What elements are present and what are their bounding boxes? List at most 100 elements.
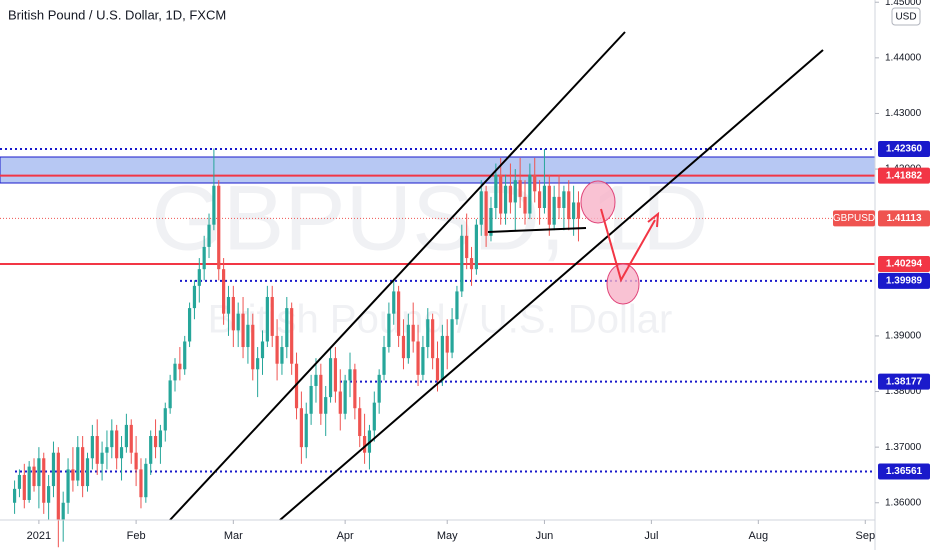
candle-body	[542, 185, 547, 208]
candle-body	[246, 324, 250, 348]
candle-body	[460, 235, 464, 292]
candle-body	[328, 358, 333, 398]
y-tick-label: 1.38000	[885, 386, 922, 397]
currency-box	[891, 7, 921, 26]
y-tick-label: 1.45000	[885, 0, 922, 8]
levels	[0, 148, 875, 473]
candle-body	[153, 436, 158, 448]
candle-body	[222, 269, 226, 314]
y-tick-label: 1.37000	[885, 442, 922, 453]
trend-line	[169, 31, 626, 521]
candle-body	[119, 447, 124, 459]
level-label: 1.36561	[886, 466, 923, 477]
candle-body	[236, 313, 240, 331]
candle-body	[513, 180, 517, 203]
support-line	[487, 227, 587, 233]
candle-body	[241, 313, 245, 348]
candle-body	[285, 308, 289, 348]
candle-body	[426, 319, 430, 348]
candle-body	[440, 335, 444, 381]
level-label-box	[878, 463, 930, 480]
candle-body	[416, 341, 420, 375]
candle-body	[528, 174, 532, 214]
x-tick-label: May	[437, 530, 458, 542]
candle-body	[353, 369, 357, 409]
candle-body	[474, 224, 478, 270]
level-label-box	[878, 167, 930, 184]
candle-body	[22, 474, 26, 500]
candle-body	[406, 324, 410, 359]
candle-body	[537, 191, 542, 208]
candle-body	[105, 447, 109, 453]
candle-body	[66, 469, 70, 503]
y-tick-label: 1.43000	[885, 108, 922, 119]
candle-body	[51, 452, 56, 487]
chart-title: British Pound / U.S. Dollar, 1D, FXCM	[8, 7, 226, 22]
candle-body	[333, 358, 338, 392]
candle-body	[192, 285, 197, 309]
candle-body	[348, 369, 352, 381]
candle-body	[469, 258, 474, 270]
candle-body	[338, 391, 342, 414]
candle-body	[518, 180, 522, 197]
level-label-box	[878, 272, 930, 289]
candle-body	[499, 174, 503, 214]
candle-body	[411, 324, 415, 342]
candle-body	[299, 408, 303, 448]
candle-body	[392, 291, 396, 314]
y-tick-label: 1.36000	[885, 497, 922, 508]
candle-body	[314, 374, 318, 386]
candle-body	[37, 458, 41, 487]
candle-body	[465, 235, 469, 259]
level-label-box	[878, 373, 930, 390]
candle-body	[319, 374, 323, 414]
candle-body	[435, 358, 440, 381]
candle-body	[489, 208, 493, 236]
candle-body	[397, 291, 401, 336]
candle-body	[212, 185, 216, 225]
candle-body	[183, 341, 187, 370]
candle-body	[572, 202, 576, 220]
symbol-box	[833, 210, 875, 227]
candle-body	[163, 408, 167, 431]
symbol-label: GBPUSD	[833, 213, 875, 224]
candle-body	[124, 424, 128, 448]
candle-body	[557, 196, 561, 208]
candle-body	[547, 185, 551, 225]
candle-body	[372, 402, 376, 431]
candle-body	[445, 335, 449, 353]
candle-body	[149, 436, 153, 464]
candle-body	[431, 319, 435, 359]
candle-body	[71, 469, 75, 481]
candle-body	[494, 174, 498, 208]
candle-body	[134, 452, 138, 470]
candle-body	[523, 196, 527, 214]
candle-body	[251, 324, 255, 370]
level-label-box	[878, 255, 930, 272]
candle-body	[260, 341, 265, 359]
candle-body	[178, 363, 182, 370]
level-label: 1.41113	[886, 213, 921, 224]
candle-body	[280, 347, 284, 364]
x-tick-label: 2021	[27, 530, 51, 542]
candle-body	[27, 466, 31, 500]
level-label-box	[878, 210, 930, 227]
level-label: 1.40294	[886, 259, 923, 270]
candle-body	[17, 474, 22, 489]
candle-body	[309, 385, 313, 414]
candle-body	[115, 430, 119, 459]
candle-body	[217, 185, 221, 270]
candle-body	[455, 291, 459, 320]
candle-body	[197, 269, 201, 286]
x-tick-label: Mar	[224, 530, 243, 542]
candle-body	[100, 452, 104, 464]
candle-body	[226, 296, 231, 314]
candle-body	[61, 502, 65, 520]
y-tick-label: 1.44000	[885, 52, 922, 63]
candle-body	[202, 246, 206, 270]
candle-body	[144, 463, 148, 498]
candle-body	[382, 347, 386, 375]
candle-body	[187, 308, 192, 342]
